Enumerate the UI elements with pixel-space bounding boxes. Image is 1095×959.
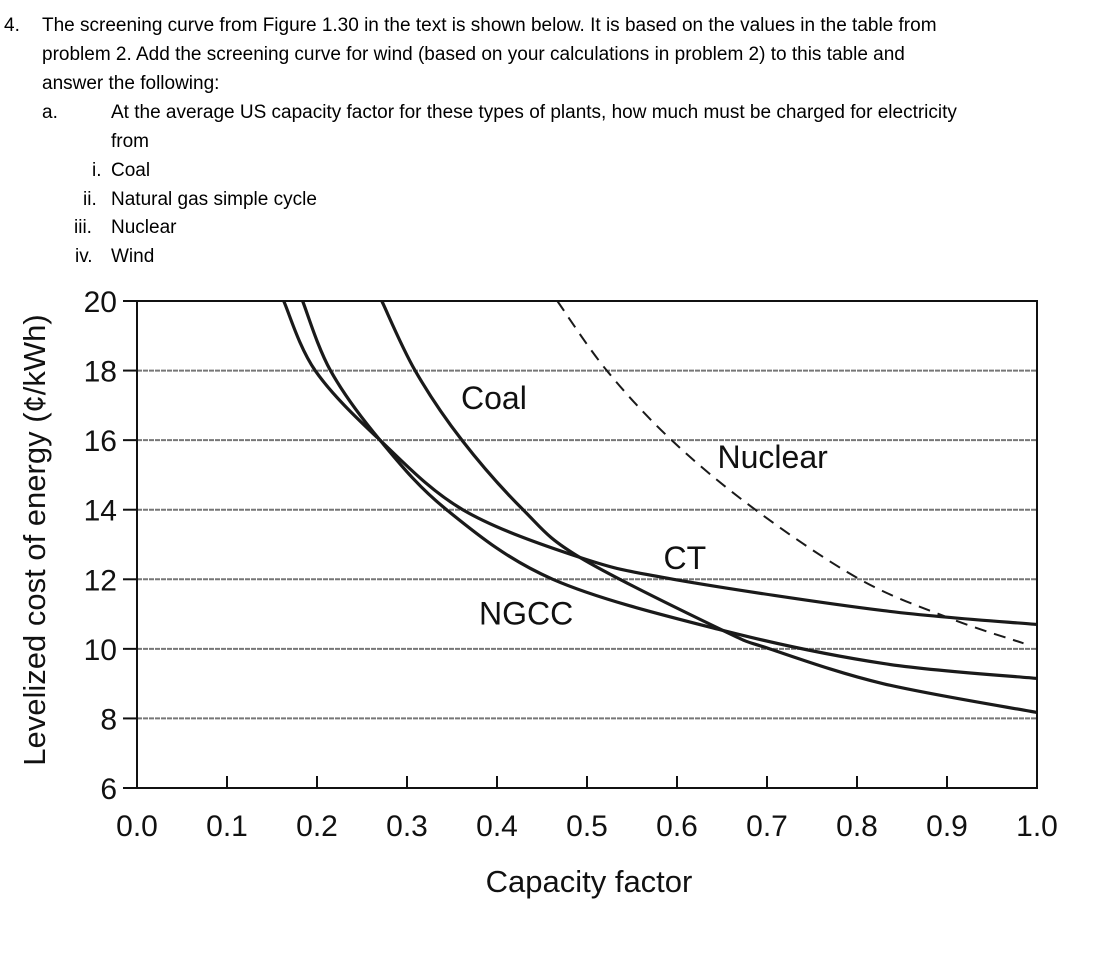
curve-ngcc — [301, 300, 1038, 681]
item-gas: Natural gas simple cycle — [111, 189, 317, 210]
curve-nuclear — [556, 300, 1024, 645]
x-tick-label: 0.4 — [476, 810, 518, 843]
y-tick-label: 10 — [84, 634, 117, 667]
curve-coal — [380, 300, 1038, 715]
x-tick-label: 0.9 — [926, 810, 968, 843]
item-marker: i. — [92, 160, 102, 181]
question-line-3: answer the following: — [42, 73, 220, 94]
x-axis-label: Capacity factor — [486, 864, 693, 899]
y-tick-label: 8 — [100, 703, 117, 736]
y-axis-label: Levelized cost of energy (¢/kWh) — [17, 314, 52, 765]
x-tick-label: 0.0 — [116, 810, 158, 843]
part-a-line-2: from — [111, 131, 149, 152]
item-wind: Wind — [111, 246, 155, 267]
y-tick-label: 14 — [84, 495, 117, 528]
question-number: 4. — [4, 15, 20, 36]
x-tick-label: 0.5 — [566, 810, 608, 843]
y-tick-label: 6 — [100, 773, 117, 806]
item-marker: iii. — [74, 217, 92, 238]
y-tick-label: 18 — [84, 356, 117, 389]
question-line-2: problem 2. Add the screening curve for w… — [42, 44, 905, 65]
x-tick-label: 0.7 — [746, 810, 788, 843]
y-tick-label: 16 — [84, 425, 117, 458]
question-line-1: The screening curve from Figure 1.30 in … — [42, 15, 937, 36]
x-tick-label: 0.8 — [836, 810, 878, 843]
item-nuclear: Nuclear — [111, 217, 177, 238]
part-a-marker: a. — [42, 102, 58, 123]
x-tick-label: 0.2 — [296, 810, 338, 843]
x-tick-label: 0.6 — [656, 810, 698, 843]
part-a-line-1: At the average US capacity factor for th… — [111, 102, 957, 123]
plot-frame — [136, 300, 1038, 789]
curve-ct — [282, 300, 1038, 627]
y-tick-label: 20 — [84, 286, 117, 319]
x-tick-label: 0.3 — [386, 810, 428, 843]
x-tick-label: 0.1 — [206, 810, 248, 843]
item-marker: ii. — [83, 189, 97, 210]
x-tick-label: 1.0 — [1016, 810, 1058, 843]
curve-label-nuclear: Nuclear — [718, 439, 829, 475]
item-marker: iv. — [75, 246, 93, 267]
y-tick-label: 12 — [84, 564, 117, 597]
curve-label-coal: Coal — [461, 380, 527, 416]
curve-label-ct: CT — [664, 540, 707, 576]
item-coal: Coal — [111, 160, 151, 181]
curve-label-ngcc: NGCC — [479, 596, 573, 632]
